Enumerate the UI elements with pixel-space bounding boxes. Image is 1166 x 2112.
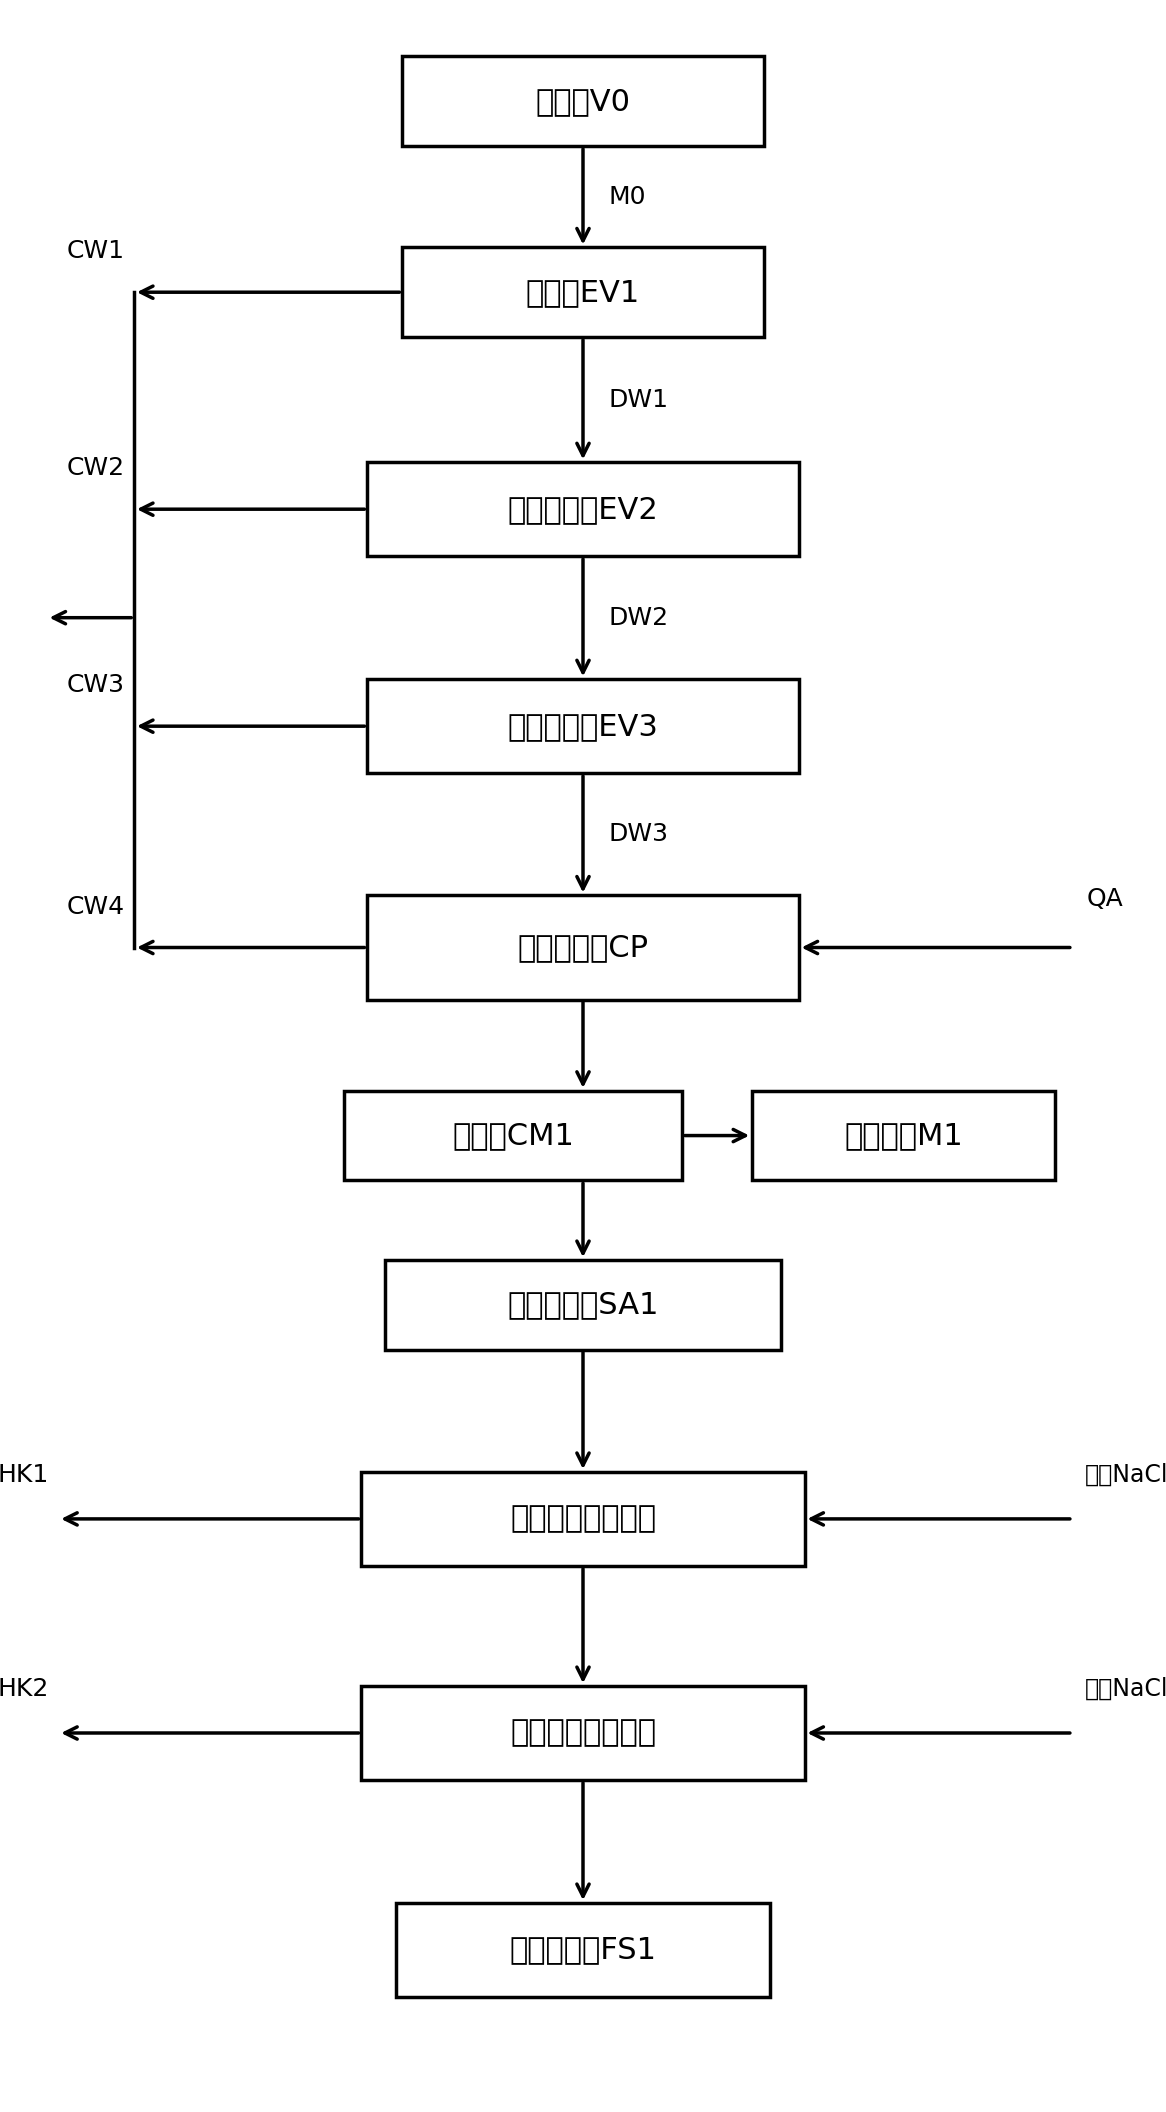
Bar [402,57,764,146]
Text: 饱和NaCl水溶液: 饱和NaCl水溶液 [1084,1677,1166,1700]
Bar [344,1090,682,1181]
Bar [385,1261,781,1350]
Bar [367,680,799,773]
Bar [367,463,799,555]
Text: HK1: HK1 [0,1464,49,1487]
Text: 离心机CM1: 离心机CM1 [452,1121,574,1151]
Text: 立式脱水釜EV2: 立式脱水釜EV2 [507,494,659,524]
Text: 存储罐V0: 存储罐V0 [535,87,631,116]
Text: M0: M0 [609,184,646,209]
Text: HK2: HK2 [0,1677,49,1700]
Text: CW1: CW1 [66,239,125,264]
Bar [402,247,764,338]
Text: CW4: CW4 [66,895,125,919]
Text: DW3: DW3 [609,822,668,847]
Text: CW3: CW3 [66,674,125,697]
Text: 饱和NaCl水溶液: 饱和NaCl水溶液 [1084,1464,1166,1487]
Text: 精制氯化钠FS1: 精制氯化钠FS1 [510,1935,656,1964]
Text: QA: QA [1087,887,1124,912]
Text: 临界相变器CP: 临界相变器CP [518,934,648,961]
Text: 至少一级逆流溶洗: 至少一级逆流溶洗 [510,1504,656,1533]
Bar [367,895,799,999]
Bar [752,1090,1055,1181]
Text: 蒸发器EV1: 蒸发器EV1 [526,277,640,306]
Bar [361,1685,805,1780]
Text: 卧式脱水釜EV3: 卧式脱水釜EV3 [507,712,659,741]
Text: 氯化钠粗品SA1: 氯化钠粗品SA1 [507,1290,659,1320]
Text: 至少一级逆流淋洗: 至少一级逆流淋洗 [510,1719,656,1747]
Text: CW2: CW2 [66,456,125,479]
Text: DW2: DW2 [609,606,669,629]
Text: DW1: DW1 [609,389,668,412]
Text: 淬冷母液M1: 淬冷母液M1 [844,1121,963,1151]
Bar [396,1903,770,1998]
Bar [361,1472,805,1565]
